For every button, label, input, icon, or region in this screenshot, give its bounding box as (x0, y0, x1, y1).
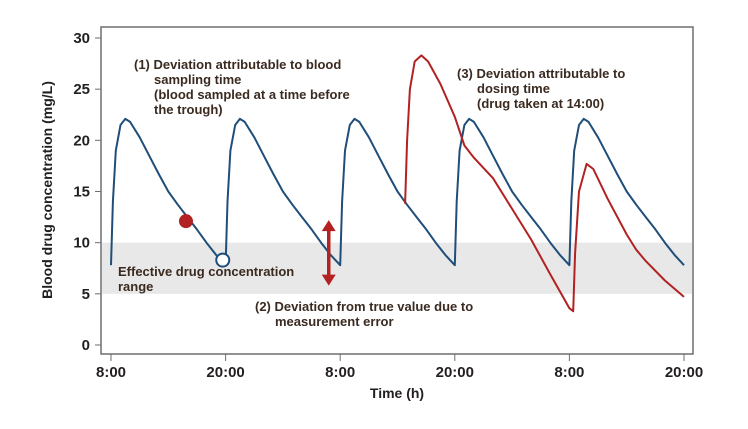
y-tick-label: 30 (73, 30, 90, 47)
plot-frame (100, 26, 694, 355)
sampled-point-marker (178, 214, 193, 229)
annotation-line: dosing time (477, 81, 550, 96)
x-axis-label: Time (h) (370, 385, 424, 401)
effective-range-band (102, 242, 692, 294)
annotation-line: (drug taken at 14:00) (477, 96, 604, 111)
band-label-line: Effective drug concentration (118, 264, 294, 279)
y-tick-label: 5 (82, 286, 90, 303)
annotation-line: sampling time (154, 72, 241, 87)
annotation-line: (blood sampled at a time before (154, 87, 350, 102)
band-label-line: range (118, 279, 153, 294)
y-tick-label: 0 (82, 337, 90, 354)
x-tick-label: 20:00 (665, 364, 703, 381)
x-tick-label: 20:00 (206, 364, 244, 381)
annotation-line: (3) Deviation attributable to (457, 66, 625, 81)
band-label: Effective drug concentration range (118, 264, 298, 294)
annotation-3: (3) Deviation attributable to dosing tim… (457, 66, 629, 111)
arrow-up-icon (321, 220, 336, 232)
annotation-line: the trough) (154, 102, 223, 117)
y-tick-label: 25 (73, 81, 90, 98)
x-tick-label: 20:00 (436, 364, 474, 381)
x-tick-label: 8:00 (325, 364, 355, 381)
y-axis-label: Blood drug concentration (mg/L) (39, 81, 55, 299)
x-tick-label: 8:00 (96, 364, 126, 381)
scheduled-dosing-line (110, 117, 685, 267)
y-tick-label: 20 (73, 132, 90, 149)
y-tick-label: 10 (73, 235, 90, 252)
delayed-dosing-line (404, 54, 685, 313)
x-tick-label: 8:00 (554, 364, 584, 381)
annotation-line: (1) Deviation attributable to blood (134, 57, 341, 72)
annotation-2: (2) Deviation from true value due to mea… (255, 299, 477, 329)
annotation-1: (1) Deviation attributable to blood samp… (134, 57, 353, 117)
trough-point-marker (215, 252, 231, 268)
y-tick-label: 15 (73, 184, 90, 201)
annotation-line: (2) Deviation from true value due to (255, 299, 473, 314)
arrow-down-icon (321, 274, 336, 286)
annotation-line: measurement error (275, 314, 394, 329)
